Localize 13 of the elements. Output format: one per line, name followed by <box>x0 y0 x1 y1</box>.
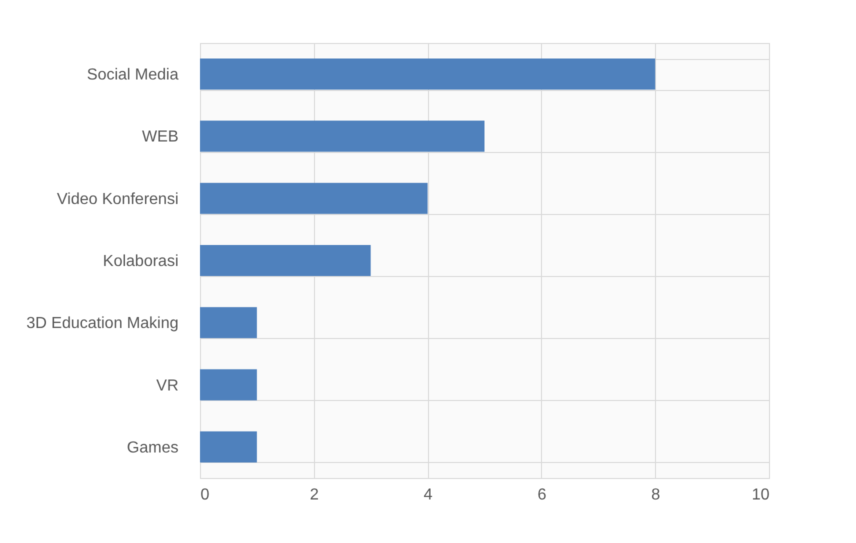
y-tick-label: Games <box>126 439 178 456</box>
y-tick-label: Video Konferensi <box>56 190 178 208</box>
y-tick-label: Social Media <box>86 66 179 84</box>
x-tick-label: 6 <box>537 486 546 504</box>
y-tick-label: WEB <box>142 128 178 146</box>
y-tick-label: 3D Education Making <box>26 315 178 332</box>
x-tick-label: 2 <box>310 486 319 504</box>
x-tick-label: 0 <box>200 486 210 504</box>
y-tick-label: Kolaborasi <box>102 253 178 270</box>
y-tick-label: VR <box>156 377 178 394</box>
x-tick-label: 10 <box>752 486 770 504</box>
x-tick-label: 8 <box>651 486 660 504</box>
x-tick-label: 4 <box>424 486 433 504</box>
